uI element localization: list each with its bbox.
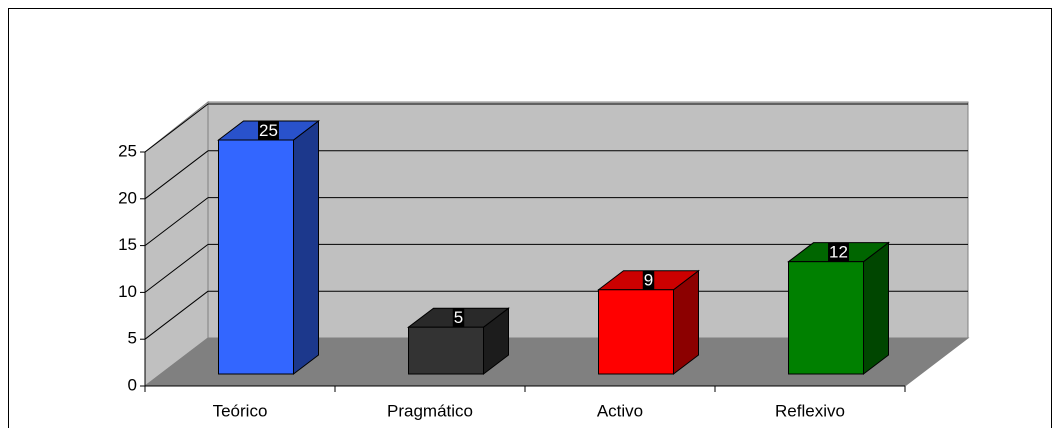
bar-side [863,241,889,376]
x-tick-label: Teórico [213,401,268,420]
bar-side [293,119,319,376]
value-label-bg [258,120,279,140]
value-label: 9 [644,271,653,290]
value-label: 25 [259,121,278,140]
grid-line [144,150,209,200]
y-tick-label: 5 [128,329,137,348]
grid-line [144,290,209,340]
grid-line [144,197,209,246]
x-tick-label: Reflexivo [775,401,845,420]
y-tick-label: 25 [118,141,137,160]
y-tick-label: 15 [118,235,137,254]
x-tick-label: Activo [597,401,643,420]
bar [598,289,674,375]
value-label-bg [828,242,849,262]
bar [788,261,864,375]
grid-line [144,103,209,153]
value-label: 5 [454,308,463,327]
value-label-bg [642,270,655,290]
y-tick-label: 10 [118,282,137,301]
grid-line [144,244,209,293]
y-tick-label: 20 [118,188,137,207]
value-label: 12 [829,243,848,262]
bar [218,139,294,375]
value-label-bg [452,308,465,328]
bar [408,326,484,375]
y-tick-label: 0 [128,375,137,394]
x-tick-label: Pragmático [387,401,473,420]
